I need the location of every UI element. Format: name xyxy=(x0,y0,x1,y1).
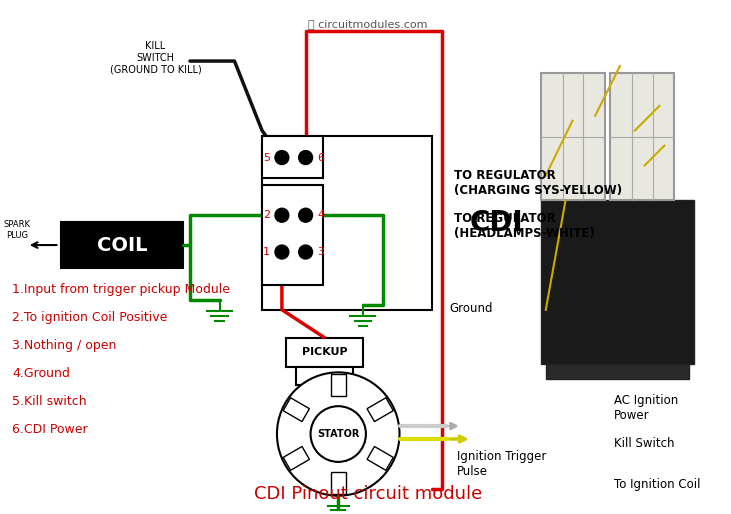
FancyBboxPatch shape xyxy=(286,338,363,368)
FancyBboxPatch shape xyxy=(541,73,605,200)
Text: PICKUP: PICKUP xyxy=(302,347,347,357)
Text: COIL: COIL xyxy=(97,235,148,254)
FancyBboxPatch shape xyxy=(546,364,689,379)
FancyBboxPatch shape xyxy=(296,368,353,386)
Polygon shape xyxy=(367,447,393,470)
Text: SPARK
PLUG: SPARK PLUG xyxy=(4,221,31,240)
FancyBboxPatch shape xyxy=(541,200,694,364)
FancyBboxPatch shape xyxy=(262,136,432,310)
Text: 1.Input from trigger pickup Module: 1.Input from trigger pickup Module xyxy=(12,283,230,297)
Text: To Ignition Coil: To Ignition Coil xyxy=(614,478,700,491)
Text: 6.CDI Power: 6.CDI Power xyxy=(12,423,88,435)
Circle shape xyxy=(277,372,400,495)
Text: 1: 1 xyxy=(263,247,270,257)
Text: CDI: CDI xyxy=(470,209,523,236)
Text: TO REGULATOR
(HEADLAMPS-WHITE): TO REGULATOR (HEADLAMPS-WHITE) xyxy=(454,212,594,241)
Circle shape xyxy=(299,245,313,259)
Text: 2: 2 xyxy=(263,210,270,220)
Polygon shape xyxy=(283,398,309,421)
FancyBboxPatch shape xyxy=(262,136,323,178)
Circle shape xyxy=(275,151,289,164)
Circle shape xyxy=(299,151,313,164)
Polygon shape xyxy=(283,447,309,470)
Text: 3.Nothing / open: 3.Nothing / open xyxy=(12,339,116,352)
Text: 5: 5 xyxy=(263,153,270,162)
Circle shape xyxy=(275,208,289,222)
Polygon shape xyxy=(331,472,346,494)
FancyBboxPatch shape xyxy=(262,186,323,285)
Text: ⓘ circuitmodules.com: ⓘ circuitmodules.com xyxy=(308,20,428,29)
Text: KILL
SWITCH
(GROUND TO KILL): KILL SWITCH (GROUND TO KILL) xyxy=(110,41,201,75)
Text: 5.Kill switch: 5.Kill switch xyxy=(12,395,87,408)
Text: 2.To ignition Coil Positive: 2.To ignition Coil Positive xyxy=(12,311,167,324)
Text: CDI Pinout circuit module: CDI Pinout circuit module xyxy=(254,485,482,503)
Text: Kill Switch: Kill Switch xyxy=(614,437,675,450)
Text: 4.Ground: 4.Ground xyxy=(12,367,70,380)
FancyBboxPatch shape xyxy=(61,222,183,268)
FancyBboxPatch shape xyxy=(610,73,674,200)
Text: Ground: Ground xyxy=(450,302,493,315)
Text: 6: 6 xyxy=(317,153,325,162)
Polygon shape xyxy=(367,398,393,421)
Text: TO REGULATOR
(CHARGING SYS-YELLOW): TO REGULATOR (CHARGING SYS-YELLOW) xyxy=(454,169,622,197)
Circle shape xyxy=(299,208,313,222)
Text: Ignition Trigger
Pulse: Ignition Trigger Pulse xyxy=(457,450,546,478)
Circle shape xyxy=(275,245,289,259)
Text: STATOR: STATOR xyxy=(317,429,360,439)
Polygon shape xyxy=(331,374,346,396)
Text: AC Ignition
Power: AC Ignition Power xyxy=(614,394,678,422)
Text: 4: 4 xyxy=(317,210,325,220)
Circle shape xyxy=(311,406,366,462)
Text: 3: 3 xyxy=(317,247,325,257)
